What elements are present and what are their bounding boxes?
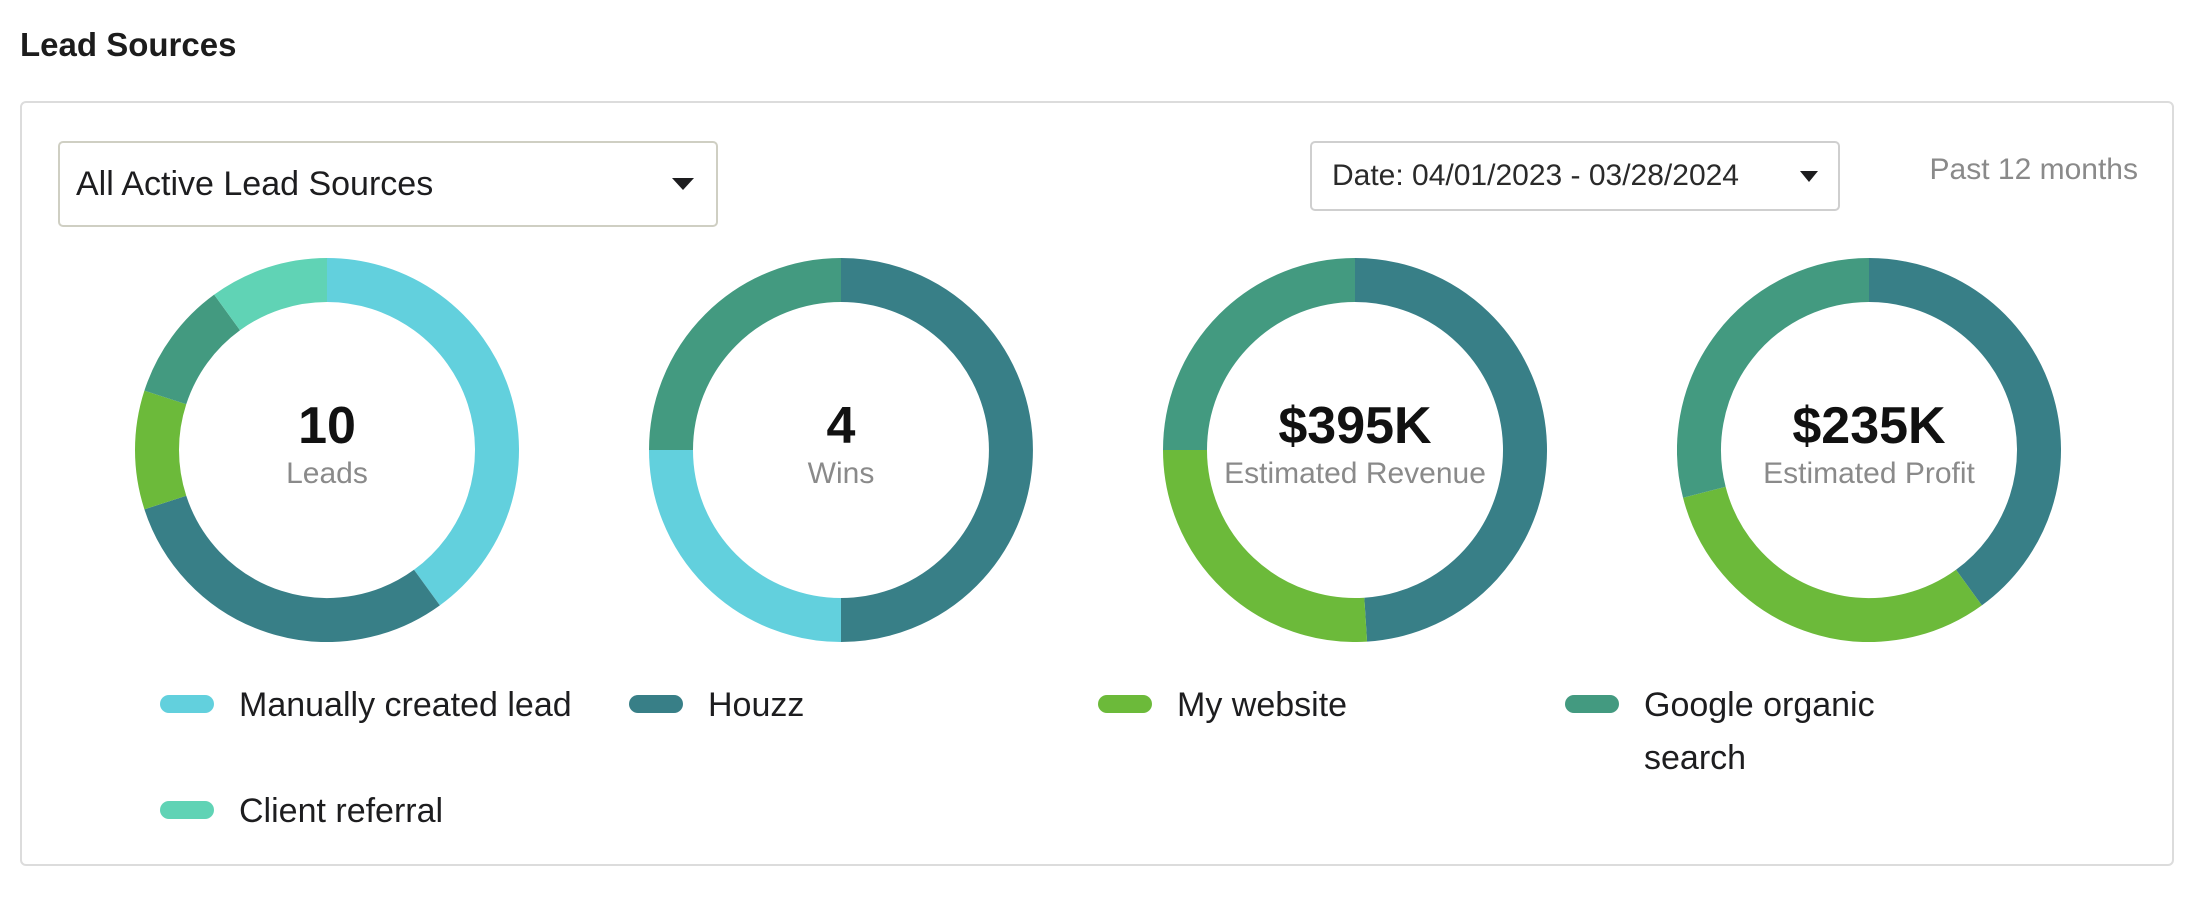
legend-label: Houzz — [708, 686, 805, 724]
legend-label: Client referral — [239, 792, 444, 830]
profit-donut-chart: $235K Estimated Profit — [1677, 258, 2061, 642]
donut-slice-google-organic-search[interactable] — [1163, 258, 1356, 451]
legend-swatch — [629, 695, 683, 713]
legend-swatch — [1565, 695, 1619, 713]
range-hint: Past 12 months — [1929, 153, 2138, 186]
revenue-donut-value: $395K — [1278, 396, 1432, 455]
lead-source-select-label: All Active Lead Sources — [76, 164, 434, 203]
profit-donut-svg — [1677, 258, 2061, 642]
legend-label: Manually created lead — [239, 686, 572, 724]
profit-donut-label: Estimated Profit — [1763, 457, 1975, 491]
donut-slice-manually-created-lead[interactable] — [326, 258, 519, 606]
legend-swatch — [160, 695, 214, 713]
legend-swatch — [160, 801, 214, 819]
leads-donut-chart: 10 Leads — [135, 258, 519, 642]
chevron-down-icon — [672, 178, 694, 190]
legend-item-houzz[interactable]: Houzz — [629, 683, 804, 732]
donut-slice-google-organic-search[interactable] — [649, 258, 842, 451]
chevron-down-icon — [1800, 170, 1818, 182]
revenue-donut-chart: $395K Estimated Revenue — [1163, 258, 1547, 642]
donut-slice-google-organic-search[interactable] — [144, 294, 241, 405]
legend-label: Google organic search — [1644, 686, 1875, 777]
legend-swatch — [1098, 695, 1152, 713]
leads-donut-value: 10 — [298, 396, 356, 455]
lead-sources-panel: All Active Lead Sources Date: 04/01/2023… — [20, 101, 2174, 866]
date-range-select[interactable]: Date: 04/01/2023 - 03/28/2024 — [1310, 141, 1840, 211]
donut-slice-google-organic-search[interactable] — [1677, 258, 1870, 498]
revenue-donut-label: Estimated Revenue — [1224, 457, 1486, 491]
donut-slice-houzz[interactable] — [144, 495, 440, 642]
revenue-donut-svg — [1163, 258, 1547, 642]
donut-slice-houzz[interactable] — [1354, 258, 1547, 642]
legend-item-manually-created-lead[interactable]: Manually created lead — [160, 683, 572, 732]
section-title: Lead Sources — [20, 26, 237, 63]
wins-donut-svg — [649, 258, 1033, 642]
legend-item-client-referral[interactable]: Client referral — [160, 789, 443, 838]
date-range-label: Date: 04/01/2023 - 03/28/2024 — [1332, 159, 1739, 192]
wins-donut-value: 4 — [826, 396, 856, 455]
wins-donut-label: Wins — [807, 457, 875, 491]
leads-donut-label: Leads — [286, 457, 368, 491]
wins-donut-chart: 4 Wins — [649, 258, 1033, 642]
donut-slice-my-website[interactable] — [1683, 486, 1982, 642]
donut-slice-client-referral[interactable] — [214, 258, 328, 331]
donut-slice-houzz[interactable] — [1868, 258, 2061, 606]
leads-donut-svg — [135, 258, 519, 642]
donut-slice-houzz[interactable] — [840, 258, 1033, 642]
legend-item-my-website[interactable]: My website — [1098, 683, 1347, 732]
lead-source-select[interactable]: All Active Lead Sources — [58, 141, 718, 227]
legend-item-google-organic-search[interactable]: Google organic search — [1565, 683, 1925, 785]
donut-slice-manually-created-lead[interactable] — [649, 449, 842, 642]
donut-slice-my-website[interactable] — [135, 390, 187, 510]
donut-slice-my-website[interactable] — [1163, 449, 1368, 642]
profit-donut-value: $235K — [1792, 396, 1946, 455]
legend-label: My website — [1177, 686, 1348, 724]
